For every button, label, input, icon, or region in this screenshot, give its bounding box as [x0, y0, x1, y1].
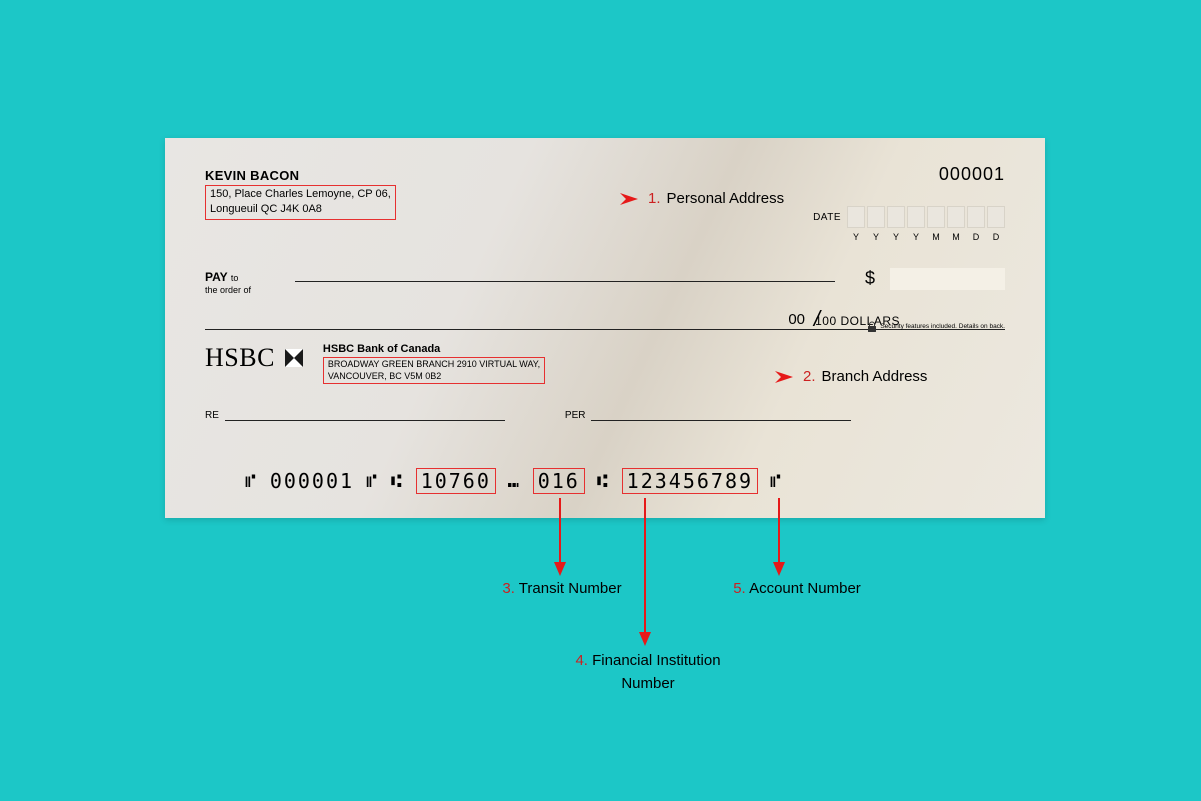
annotation-2-label: Branch Address: [822, 368, 928, 385]
address-line-2: Longueuil QC J4K 0A8: [210, 202, 391, 217]
amount-words-row: 00 / 100 DOLLARS Security features inclu…: [205, 310, 1005, 330]
arrow-right-icon: [620, 191, 642, 207]
date-boxes: [847, 206, 1005, 228]
per-label: PER: [565, 410, 586, 421]
annotation-3: 3. Transit Number: [487, 580, 637, 597]
currency-symbol: $: [865, 268, 875, 289]
security-note: Security features included. Details on b…: [867, 321, 1005, 333]
arrow-down-icon: [638, 498, 652, 646]
annotation-5: 5. Account Number: [712, 580, 882, 597]
pay-sublabel: the order of: [205, 285, 1005, 295]
micr-symbol: ⑈: [366, 471, 379, 492]
personal-address-box: 150, Place Charles Lemoyne, CP 06, Longu…: [205, 185, 396, 220]
account-number-box: 123456789: [622, 468, 758, 494]
hsbc-hexagon-icon: [279, 343, 309, 373]
address-line-1: 150, Place Charles Lemoyne, CP 06,: [210, 187, 391, 202]
arrow-down-icon: [772, 498, 786, 576]
annotation-4: 4. Financial Institution Number: [548, 650, 748, 695]
lock-icon: [867, 321, 877, 333]
micr-symbol: ⑈: [770, 471, 783, 492]
annotation-3-label: Transit Number: [519, 580, 622, 597]
micr-symbol: ⑆: [597, 471, 610, 492]
account-holder-name: KEVIN BACON: [205, 168, 1010, 183]
bank-row: HSBC HSBC Bank of Canada BROADWAY GREEN …: [205, 343, 545, 384]
branch-address-box: BROADWAY GREEN BRANCH 2910 VIRTUAL WAY, …: [323, 357, 545, 384]
branch-line-1: BROADWAY GREEN BRANCH 2910 VIRTUAL WAY,: [328, 359, 540, 371]
bank-name: HSBC Bank of Canada: [323, 343, 545, 355]
payee-row: PAY to the order of $: [205, 268, 1005, 295]
date-format-letters: YY YY MM DD: [847, 232, 1005, 242]
cheque-image: KEVIN BACON 150, Place Charles Lemoyne, …: [165, 138, 1045, 518]
transit-number-box: 10760: [416, 468, 496, 494]
re-per-row: RE PER: [205, 410, 1005, 421]
re-label: RE: [205, 410, 219, 421]
arrow-right-icon: [775, 369, 797, 385]
hsbc-logo: HSBC: [205, 343, 309, 373]
arrow-down-icon: [553, 498, 567, 576]
micr-symbol: ⑈: [245, 471, 258, 492]
institution-number-box: 016: [533, 468, 585, 494]
micr-symbol: ⑆: [391, 471, 404, 492]
cheque-number: 000001: [939, 164, 1005, 185]
annotation-1: 1. Personal Address: [620, 190, 784, 207]
annotation-4-label: Financial Institution: [592, 652, 720, 669]
annotation-4-label-2: Number: [621, 675, 674, 692]
re-line: [225, 420, 505, 421]
hsbc-logo-text: HSBC: [205, 343, 275, 373]
annotation-5-label: Account Number: [749, 580, 861, 597]
cents-value: 00: [788, 311, 805, 328]
pay-label: PAY: [205, 270, 227, 284]
micr-dash: ⑉: [508, 471, 521, 492]
micr-cheque-seq: 000001: [270, 469, 354, 493]
branch-line-2: VANCOUVER, BC V5M 0B2: [328, 371, 540, 383]
date-label: DATE: [813, 212, 841, 223]
annotation-1-label: Personal Address: [667, 190, 785, 207]
amount-box: [890, 268, 1005, 290]
payee-line: [295, 281, 835, 282]
date-field: DATE: [813, 206, 1005, 228]
micr-line: ⑈ 000001 ⑈ ⑆ 10760 ⑉ 016 ⑆ 123456789 ⑈: [245, 468, 783, 494]
per-line: [591, 420, 851, 421]
annotation-2: 2. Branch Address: [775, 368, 927, 385]
